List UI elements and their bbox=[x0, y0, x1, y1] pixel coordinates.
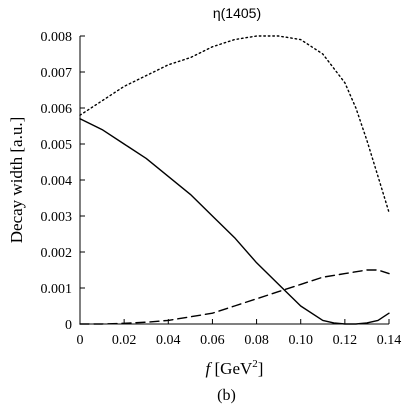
x-axis-label-unit: [GeV bbox=[210, 359, 253, 378]
x-tick-label: 0.10 bbox=[288, 333, 313, 348]
series-dotted-line bbox=[79, 35, 390, 214]
x-tick-label: 0.04 bbox=[156, 333, 181, 348]
y-tick-label: 0.008 bbox=[41, 30, 73, 45]
series-solid-line bbox=[79, 118, 390, 325]
chart-title: η(1405) bbox=[213, 5, 261, 21]
x-axis-label-symbol: f bbox=[206, 359, 213, 378]
x-axis-label: f [GeV2] bbox=[206, 358, 264, 378]
y-tick-label: 0.002 bbox=[41, 246, 73, 261]
y-tick-label: 0.004 bbox=[41, 174, 73, 189]
x-tick-label: 0.14 bbox=[377, 333, 402, 348]
panel-label: (b) bbox=[217, 387, 236, 404]
y-axis-label: Decay width [a.u.] bbox=[7, 117, 26, 244]
x-tick-label: 0.08 bbox=[244, 333, 269, 348]
x-tick-label: 0.12 bbox=[333, 333, 358, 348]
y-tick-label: 0.006 bbox=[41, 102, 73, 117]
x-tick-label: 0.02 bbox=[112, 333, 137, 348]
x-axis-label-close: ] bbox=[258, 359, 264, 378]
y-tick-label: 0.005 bbox=[41, 138, 73, 153]
series-dashed-line bbox=[79, 269, 390, 325]
x-tick-label: 0 bbox=[77, 333, 84, 348]
y-tick-label: 0.001 bbox=[41, 282, 73, 297]
y-tick-label: 0 bbox=[65, 318, 72, 333]
y-tick-label: 0.007 bbox=[41, 66, 73, 81]
x-tick-label: 0.06 bbox=[200, 333, 225, 348]
ticks: 0 0.001 0.002 0.003 0.004 0.005 0.006 0.007 0.00… bbox=[41, 30, 402, 348]
y-tick-label: 0.003 bbox=[41, 210, 73, 225]
x-axis-label-exponent: 2 bbox=[252, 358, 258, 370]
series-layer bbox=[79, 35, 390, 325]
